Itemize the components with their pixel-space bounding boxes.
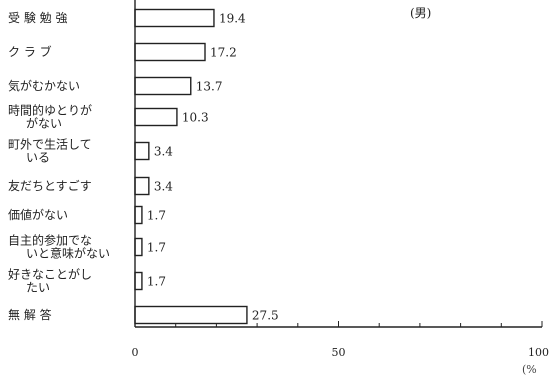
bar — [134, 76, 192, 96]
category-label: がない — [26, 116, 62, 131]
bar-value-label: 1.7 — [147, 275, 166, 289]
category-label: ク ラ ブ — [8, 44, 52, 59]
x-tick-label: 50 — [332, 346, 346, 359]
bars-group — [134, 8, 248, 325]
category-label: たい — [26, 281, 50, 295]
category-label: 自主的参加でな — [8, 233, 92, 248]
bar — [134, 205, 143, 225]
category-label: いと意味がない — [26, 246, 110, 261]
bar — [134, 8, 215, 28]
bar-value-label: 3.4 — [154, 180, 173, 194]
category-label: 友だちとすごす — [8, 178, 92, 193]
category-label: 時間的ゆとりが — [8, 103, 92, 118]
bar-value-label: 13.7 — [196, 80, 223, 94]
bar-value-label: 1.7 — [147, 241, 166, 255]
bar-value-label: 27.5 — [252, 309, 279, 323]
bar-value-label: 19.4 — [219, 12, 246, 26]
category-label: 気がむかない — [8, 78, 80, 93]
bar — [134, 237, 143, 257]
category-label: 価値がない — [8, 207, 68, 222]
bar — [134, 107, 178, 127]
category-label: いる — [26, 151, 50, 165]
bar-value-label: 17.2 — [210, 46, 237, 60]
category-label: 好きなことがし — [8, 267, 92, 282]
value-labels-group: 19.4 17.2 13.7 10.3 3.4 3.4 1.7 1.7 1.7 27.5 — [147, 12, 279, 323]
bar — [134, 305, 248, 325]
bar — [134, 141, 150, 161]
bar — [134, 42, 206, 62]
bar-value-label: 3.4 — [154, 145, 173, 159]
category-label: 無 解 答 — [8, 307, 52, 322]
bar — [134, 176, 150, 196]
x-axis-unit: (% — [522, 363, 537, 376]
bar-value-label: 1.7 — [147, 209, 166, 223]
x-tick-label: 0 — [132, 346, 139, 359]
category-label: 町外で生活して — [8, 138, 92, 152]
x-tick-label: 100 — [528, 346, 549, 359]
bar-value-label: 10.3 — [182, 111, 209, 125]
x-axis: 0 50 100 — [132, 0, 549, 359]
category-labels-group: 受 験 勉 強ク ラ ブ気がむかない時間的ゆとりががない町外で生活している友だち… — [8, 10, 110, 322]
chart-annotation: (男) — [410, 6, 431, 20]
category-label: 受 験 勉 強 — [8, 10, 67, 25]
bar — [134, 271, 143, 291]
